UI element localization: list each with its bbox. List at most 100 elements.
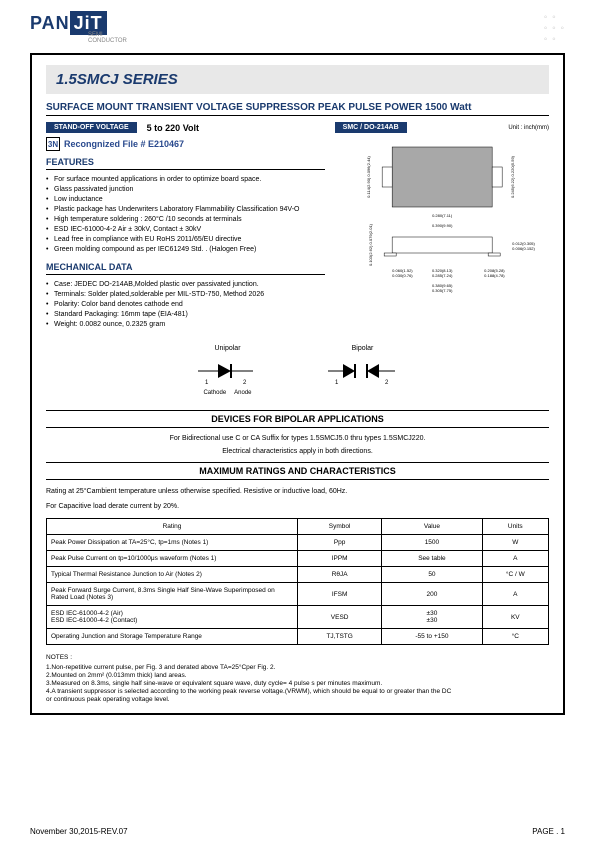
mech-item: Terminals: Solder plated,solderable per … xyxy=(46,289,325,299)
ratings-table: RatingSymbolValueUnits Peak Power Dissip… xyxy=(46,518,549,645)
table-cell: °C xyxy=(482,629,548,645)
feature-item: Green molding compound as per IEC61249 S… xyxy=(46,244,325,254)
anode-label: Anode xyxy=(234,390,251,396)
unit-label: Unit : inch(mm) xyxy=(508,125,549,131)
bipolar-pins xyxy=(323,390,403,396)
note-line: 3.Measured on 8.3ms, single half sine-wa… xyxy=(46,679,549,687)
footer-page: PAGE . 1 xyxy=(532,827,565,836)
logo-pan: PAN xyxy=(30,13,70,33)
recognized-text: Recongnized File # E210467 xyxy=(64,139,184,149)
recognized-file: 3N Recongnized File # E210467 xyxy=(46,137,325,151)
diode-symbols: Unipolar 1 2 Cathode Anode Bipolar xyxy=(46,335,549,406)
table-cell: 200 xyxy=(382,583,482,606)
dim-text: 0.103(2.62) 0.079(2.01) xyxy=(368,223,373,266)
feature-item: For surface mounted applications in orde… xyxy=(46,174,325,184)
table-cell: Peak Power Dissipation at TA=25°C, tp=1m… xyxy=(47,535,298,551)
feature-item: Low inductance xyxy=(46,194,325,204)
standoff-label: STAND-OFF VOLTAGE xyxy=(46,122,137,133)
left-column: STAND-OFF VOLTAGE 5 to 220 Volt 3N Recon… xyxy=(46,122,325,335)
top-columns: STAND-OFF VOLTAGE 5 to 220 Volt 3N Recon… xyxy=(46,122,549,335)
dim-text: 0.006(0.152) xyxy=(512,246,535,251)
feature-item: High temperature soldering : 260°C /10 s… xyxy=(46,214,325,224)
table-cell: A xyxy=(482,551,548,567)
footer: November 30,2015-REV.07 PAGE . 1 xyxy=(30,827,565,836)
table-header: Symbol xyxy=(298,519,382,535)
standoff-row: STAND-OFF VOLTAGE 5 to 220 Volt xyxy=(46,122,325,133)
mech-item: Standard Packaging: 16mm tape (EIA-481) xyxy=(46,309,325,319)
rating-note1: Rating at 25°Cambient temperature unless… xyxy=(46,484,549,499)
table-cell: ±30 ±30 xyxy=(382,606,482,629)
logo-subtitle: SEMI CONDUCTOR xyxy=(88,32,127,44)
header: PANJiT SEMI CONDUCTOR ◦ ◦◦ ◦ ◦◦ ◦ xyxy=(0,0,595,53)
table-cell: Peak Pulse Current on tp=10/1000μs wavef… xyxy=(47,551,298,567)
logo: PANJiT xyxy=(30,13,127,34)
table-cell: VESD xyxy=(298,606,382,629)
cathode-label: Cathode xyxy=(203,390,226,396)
bipolar-label: Bipolar xyxy=(323,345,403,352)
svg-text:1: 1 xyxy=(205,380,209,386)
mech-item: Case: JEDEC DO-214AB,Molded plastic over… xyxy=(46,279,325,289)
note-line: 4.A transient suppressor is selected acc… xyxy=(46,687,549,695)
dim-text: 0.390(9.90) xyxy=(432,223,453,228)
table-row: Peak Power Dissipation at TA=25°C, tp=1m… xyxy=(47,535,549,551)
right-column: SMC / DO-214AB Unit : inch(mm) 0.114(2.9… xyxy=(335,122,549,335)
table-cell: IFSM xyxy=(298,583,382,606)
bipolar-apps-heading: DEVICES FOR BIPOLAR APPLICATIONS xyxy=(46,410,549,428)
dim-text: 0.114(2.90) 0.096(2.44) xyxy=(366,155,371,197)
table-cell: ESD IEC-61000-4-2 (Air) ESD IEC-61000-4-… xyxy=(47,606,298,629)
table-cell: Peak Forward Surge Current, 8.3ms Single… xyxy=(47,583,298,606)
table-cell: Operating Junction and Storage Temperatu… xyxy=(47,629,298,645)
table-cell: -55 to +150 xyxy=(382,629,482,645)
feature-item: ESD IEC-61000-4-2 Air ± 30kV, Contact ± … xyxy=(46,224,325,234)
features-heading: FEATURES xyxy=(46,155,325,170)
package-label: SMC / DO-214AB xyxy=(335,122,407,133)
mech-item: Weight: 0.0082 ounce, 0.2325 gram xyxy=(46,319,325,329)
table-body: Peak Power Dissipation at TA=25°C, tp=1m… xyxy=(47,535,549,645)
rating-note2: For Capacitive load derate current by 20… xyxy=(46,499,549,514)
unipolar-label: Unipolar xyxy=(193,345,263,352)
table-cell: Ppp xyxy=(298,535,382,551)
series-title: 1.5SMCJ SERIES xyxy=(46,65,549,94)
dim-text: 0.030(0.76) xyxy=(392,273,413,278)
note-line: 1.Non-repetitive current pulse, per Fig.… xyxy=(46,663,549,671)
standoff-value: 5 to 220 Volt xyxy=(147,123,199,133)
features-list: For surface mounted applications in orde… xyxy=(46,174,325,254)
table-header-row: RatingSymbolValueUnits xyxy=(47,519,549,535)
table-row: Peak Pulse Current on tp=10/1000μs wavef… xyxy=(47,551,549,567)
notes-heading: NOTES : xyxy=(46,653,549,661)
logo-block: PANJiT SEMI CONDUCTOR xyxy=(30,13,127,44)
bipolar-diode-icon: 1 2 xyxy=(323,356,403,386)
decorative-dots-icon: ◦ ◦◦ ◦ ◦◦ ◦ xyxy=(544,12,565,45)
feature-item: Plastic package has Underwriters Laborat… xyxy=(46,204,325,214)
ul-mark-icon: 3N xyxy=(46,137,60,151)
package-drawing: 0.114(2.90) 0.096(2.44) 0.280(7.11) 0.24… xyxy=(335,137,549,297)
notes-section: NOTES : 1.Non-repetitive current pulse, … xyxy=(46,653,549,703)
unipolar-diode-icon: 1 2 xyxy=(193,356,263,386)
bipolar-symbol: Bipolar 1 2 xyxy=(323,345,403,396)
table-cell: KV xyxy=(482,606,548,629)
table-cell: Typical Thermal Resistance Junction to A… xyxy=(47,567,298,583)
table-cell: W xyxy=(482,535,548,551)
table-row: Typical Thermal Resistance Junction to A… xyxy=(47,567,549,583)
dim-text: 0.305(7.75) xyxy=(432,288,453,293)
dim-text: 0.285(7.24) xyxy=(432,273,453,278)
table-row: Peak Forward Surge Current, 8.3ms Single… xyxy=(47,583,549,606)
note-line: 2.Mounted on 2mm² (0.013mm thick) land a… xyxy=(46,671,549,679)
svg-text:1: 1 xyxy=(335,380,339,386)
mechanical-heading: MECHANICAL DATA xyxy=(46,260,325,275)
table-cell: 50 xyxy=(382,567,482,583)
bipolar-line1: For Bidirectional use C or CA Suffix for… xyxy=(46,432,549,445)
page-subtitle: SURFACE MOUNT TRANSIENT VOLTAGE SUPPRESS… xyxy=(46,100,549,116)
table-cell: RθJA xyxy=(298,567,382,583)
table-header: Rating xyxy=(47,519,298,535)
feature-item: Glass passivated junction xyxy=(46,184,325,194)
table-cell: A xyxy=(482,583,548,606)
note-line: or continuous peak operating voltage lev… xyxy=(46,695,549,703)
main-content: 1.5SMCJ SERIES SURFACE MOUNT TRANSIENT V… xyxy=(30,53,565,715)
feature-item: Lead free in compliance with EU RoHS 201… xyxy=(46,234,325,244)
dim-text: 0.245(6.22) 0.220(5.59) xyxy=(510,155,515,198)
table-cell: IPPM xyxy=(298,551,382,567)
table-cell: TJ,TSTG xyxy=(298,629,382,645)
table-row: ESD IEC-61000-4-2 (Air) ESD IEC-61000-4-… xyxy=(47,606,549,629)
bipolar-line2: Electrical characteristics apply in both… xyxy=(46,445,549,458)
